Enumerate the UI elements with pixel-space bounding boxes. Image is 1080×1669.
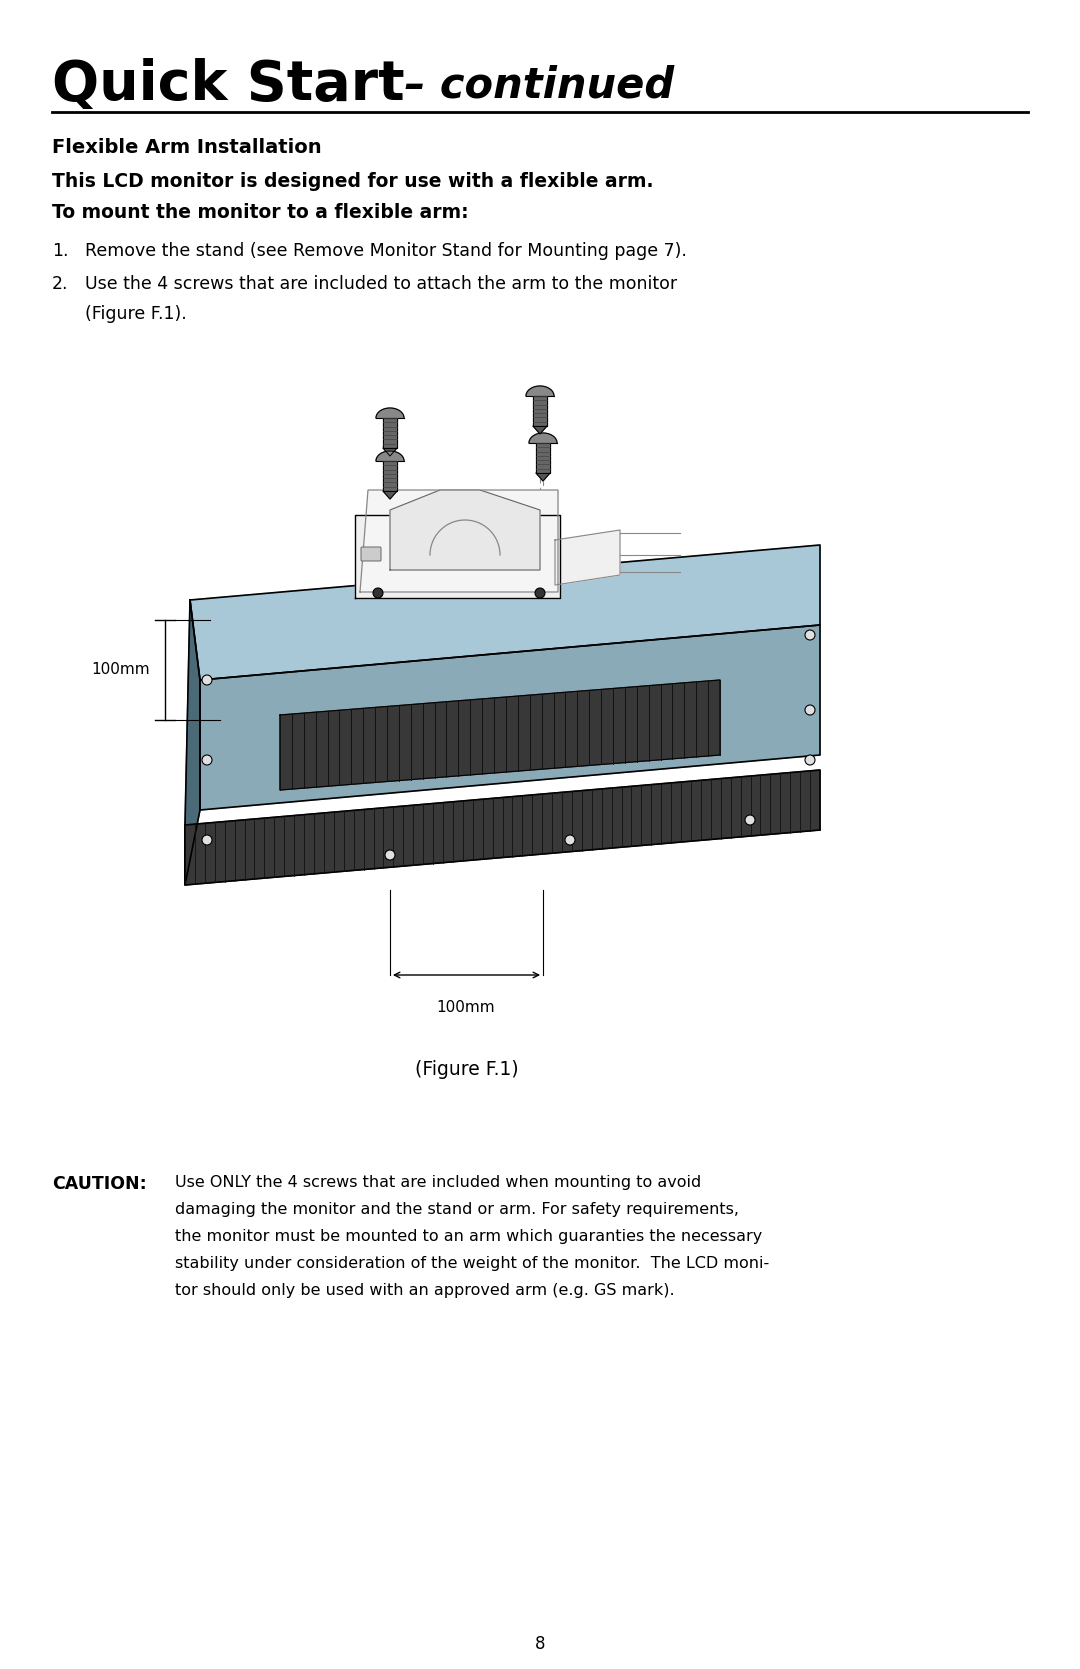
Text: 1.: 1. xyxy=(52,242,68,260)
Polygon shape xyxy=(355,516,561,598)
Text: damaging the monitor and the stand or arm. For safety requirements,: damaging the monitor and the stand or ar… xyxy=(175,1202,739,1217)
FancyBboxPatch shape xyxy=(361,547,381,561)
Polygon shape xyxy=(390,491,540,571)
Text: 8: 8 xyxy=(535,1636,545,1652)
Polygon shape xyxy=(536,472,550,481)
Text: tor should only be used with an approved arm (e.g. GS mark).: tor should only be used with an approved… xyxy=(175,1283,675,1298)
Polygon shape xyxy=(185,599,200,885)
Circle shape xyxy=(565,834,575,845)
Polygon shape xyxy=(383,491,397,499)
Circle shape xyxy=(202,834,212,845)
Text: CAUTION:: CAUTION: xyxy=(52,1175,147,1193)
Circle shape xyxy=(384,850,395,860)
Circle shape xyxy=(373,587,383,598)
Circle shape xyxy=(745,814,755,824)
Polygon shape xyxy=(534,426,546,434)
Circle shape xyxy=(202,674,212,684)
Text: stability under consideration of the weight of the monitor.  The LCD moni-: stability under consideration of the wei… xyxy=(175,1257,769,1272)
Circle shape xyxy=(202,754,212,764)
Polygon shape xyxy=(526,386,554,396)
Polygon shape xyxy=(536,442,550,472)
Polygon shape xyxy=(534,396,546,426)
Text: This LCD monitor is designed for use with a flexible arm.: This LCD monitor is designed for use wit… xyxy=(52,172,653,190)
Text: Remove the stand (see Remove Monitor Stand for Mounting page 7).: Remove the stand (see Remove Monitor Sta… xyxy=(85,242,687,260)
Polygon shape xyxy=(185,769,820,885)
Text: 100mm: 100mm xyxy=(92,663,150,678)
Text: Use the 4 screws that are included to attach the arm to the monitor: Use the 4 screws that are included to at… xyxy=(85,275,677,294)
Text: 2.: 2. xyxy=(52,275,68,294)
Polygon shape xyxy=(376,451,404,461)
Circle shape xyxy=(805,754,815,764)
Text: To mount the monitor to a flexible arm:: To mount the monitor to a flexible arm: xyxy=(52,204,469,222)
Polygon shape xyxy=(360,491,558,592)
Polygon shape xyxy=(376,407,404,417)
Text: (Figure F.1): (Figure F.1) xyxy=(415,1060,518,1078)
Text: the monitor must be mounted to an arm which guaranties the necessary: the monitor must be mounted to an arm wh… xyxy=(175,1228,762,1243)
Text: 100mm: 100mm xyxy=(436,1000,496,1015)
Polygon shape xyxy=(383,417,397,447)
Polygon shape xyxy=(280,679,720,789)
Polygon shape xyxy=(555,531,620,586)
Text: Quick Start: Quick Start xyxy=(52,58,405,112)
Text: Flexible Arm Installation: Flexible Arm Installation xyxy=(52,139,322,157)
Text: Use ONLY the 4 screws that are included when mounting to avoid: Use ONLY the 4 screws that are included … xyxy=(175,1175,701,1190)
Circle shape xyxy=(805,704,815,714)
Circle shape xyxy=(535,587,545,598)
Text: (Figure F.1).: (Figure F.1). xyxy=(85,305,187,324)
Polygon shape xyxy=(383,461,397,491)
Text: – continued: – continued xyxy=(390,65,674,107)
Polygon shape xyxy=(383,447,397,456)
Polygon shape xyxy=(200,624,820,809)
Polygon shape xyxy=(190,546,820,679)
Polygon shape xyxy=(529,432,557,442)
Circle shape xyxy=(805,629,815,639)
